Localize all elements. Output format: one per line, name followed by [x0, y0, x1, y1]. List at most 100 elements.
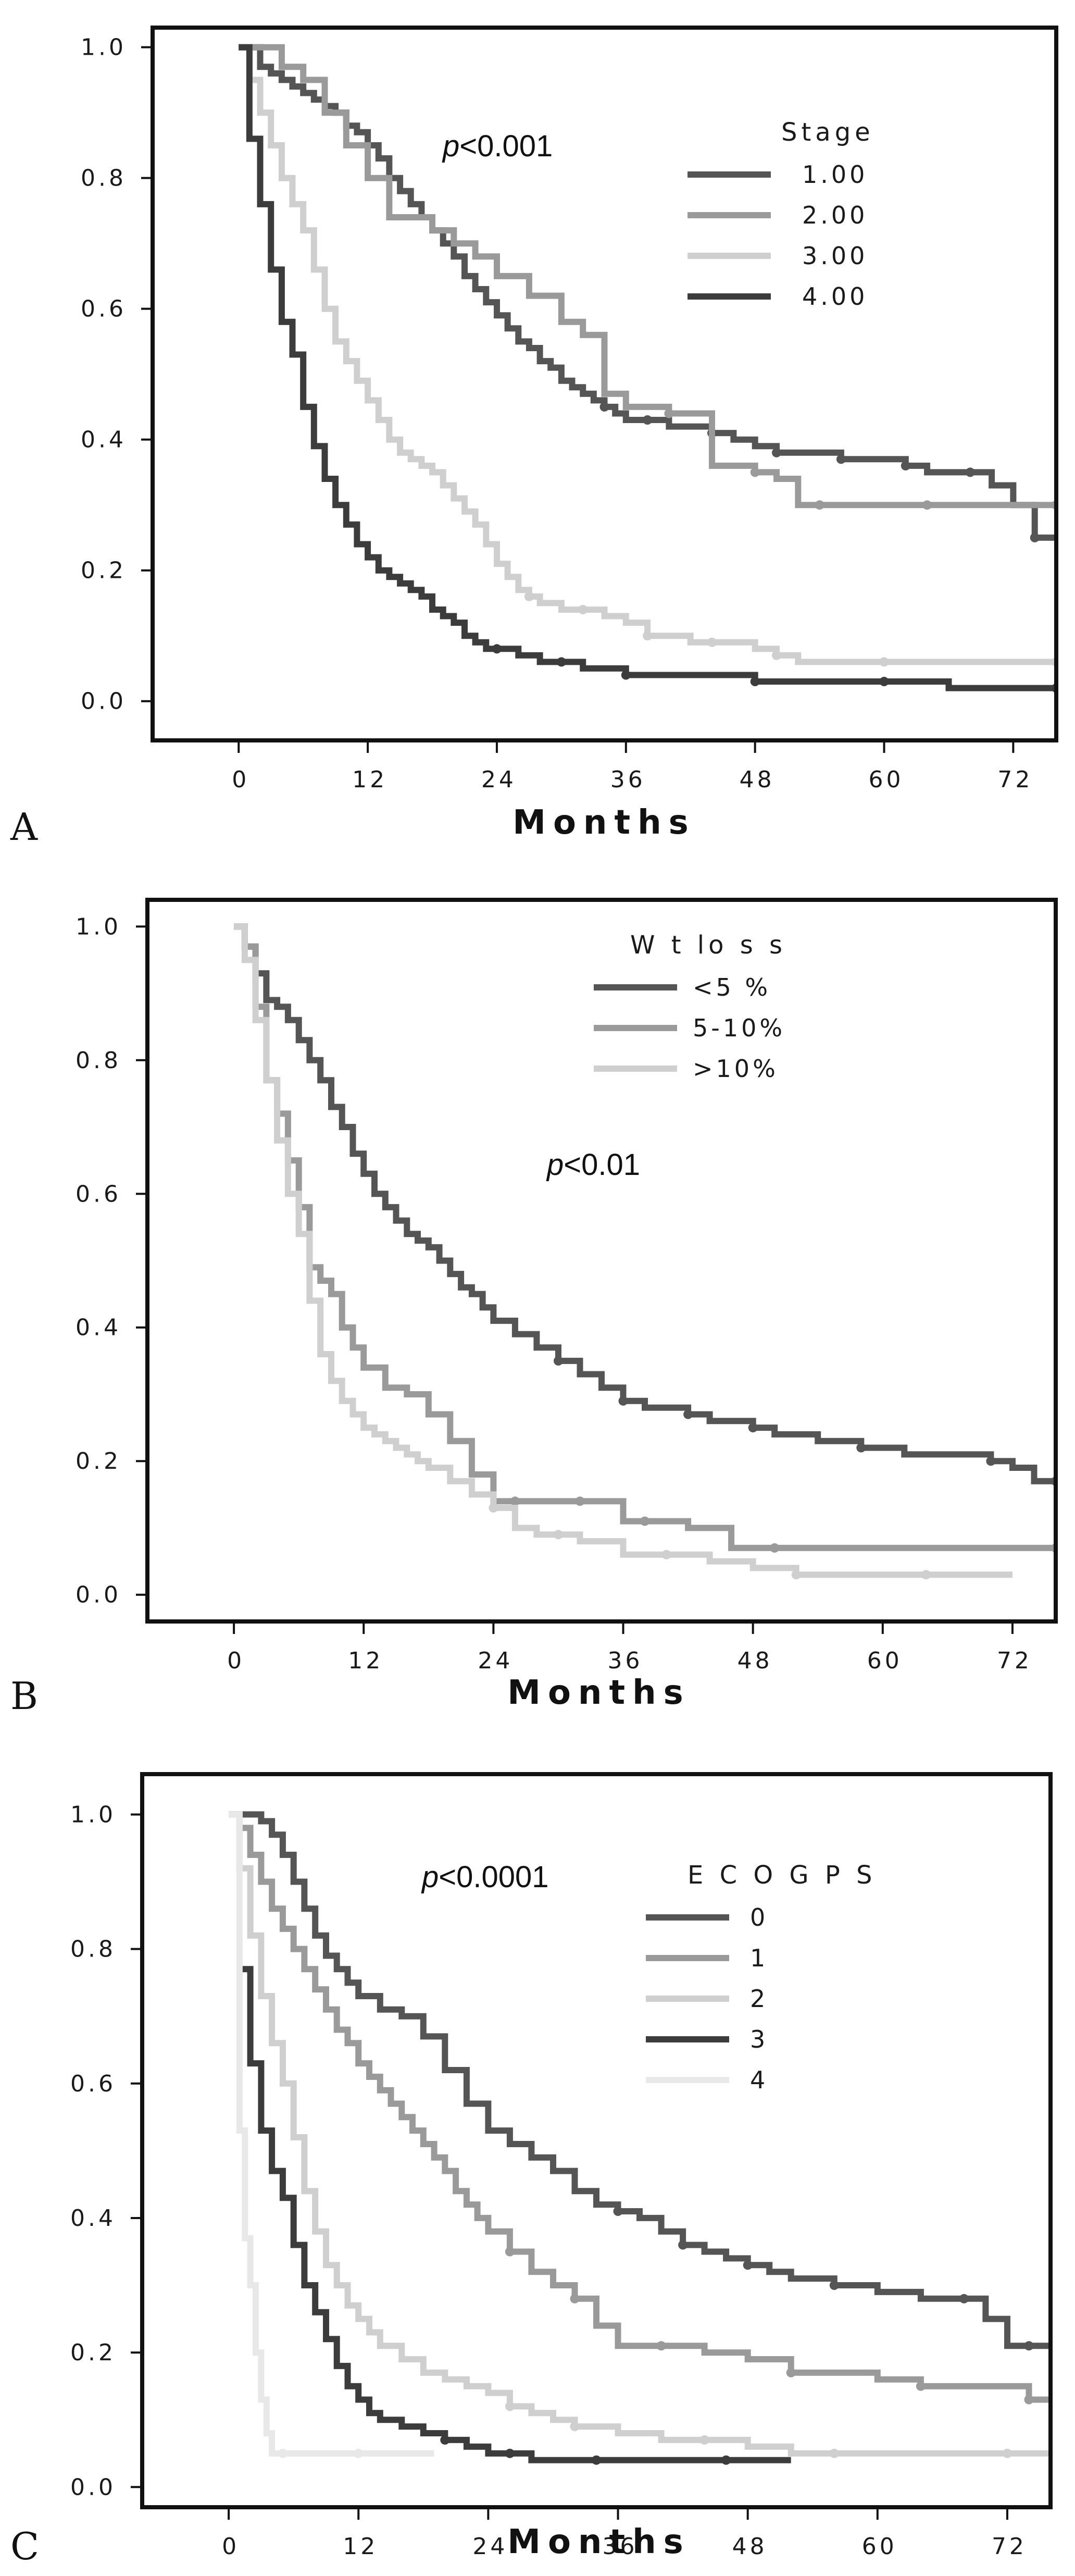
x-tick-label: 0 — [227, 1648, 245, 1674]
p-value-letter: p — [442, 129, 459, 163]
censor-mark — [921, 1570, 931, 1580]
censor-mark — [916, 2381, 926, 2391]
censor-mark — [815, 500, 824, 510]
legend-label: 4.00 — [802, 282, 868, 311]
x-tick-label: 0 — [222, 2533, 240, 2560]
censor-mark — [965, 467, 975, 477]
censor-mark — [570, 2422, 580, 2432]
censor-mark — [554, 1356, 563, 1366]
y-tick-label: 1.0 — [70, 1801, 116, 1828]
censor-mark — [661, 1550, 671, 1559]
y-tick-label: 0.4 — [76, 1315, 121, 1341]
x-tick-label: 24 — [478, 1648, 513, 1674]
series-line-2 — [234, 923, 1054, 1551]
censor-mark — [575, 1496, 585, 1506]
legend-label: 2 — [750, 1985, 768, 2013]
x-axis-label: Months — [507, 2523, 690, 2561]
censor-mark — [578, 605, 588, 614]
x-tick-label: 12 — [348, 1648, 383, 1674]
legend: W t lo s s <5 % 5-10% >10% — [594, 931, 786, 1083]
censor-mark — [1051, 1477, 1054, 1485]
y-tick-label: 1.0 — [76, 913, 121, 940]
legend: E C O G P S 0 1 2 3 4 — [646, 1861, 877, 2094]
censor-mark — [505, 2448, 515, 2458]
x-tick-label: 12 — [352, 766, 388, 793]
y-tick-label: 0.0 — [81, 688, 127, 715]
p-value: p<0.01 — [546, 1148, 640, 1182]
censor-mark — [856, 1443, 866, 1453]
censor-mark — [570, 2294, 580, 2303]
legend-title: W t lo s s — [630, 931, 786, 960]
series-line-5 — [229, 1811, 434, 2457]
censor-mark — [1052, 658, 1054, 666]
censor-mark — [1052, 501, 1054, 510]
p-value: p<0.0001 — [421, 1860, 549, 1894]
panel-letter: B — [10, 1674, 38, 1718]
series-line-2 — [239, 44, 1054, 509]
censor-mark — [621, 670, 631, 680]
y-tick-label: 0.6 — [70, 2071, 116, 2097]
x-tick-label: 36 — [603, 2533, 638, 2560]
censor-mark — [510, 1496, 520, 1506]
series-line-3 — [229, 1811, 1048, 2457]
y-tick-label: 0.4 — [70, 2205, 116, 2232]
censor-mark — [721, 2455, 731, 2465]
censor-mark — [678, 2240, 688, 2250]
censor-mark — [707, 637, 717, 647]
censor-mark — [959, 2294, 969, 2303]
censor-mark — [772, 650, 781, 660]
y-tick-label: 0.6 — [81, 296, 127, 323]
series-line-3 — [239, 44, 1054, 665]
censor-mark — [743, 2260, 753, 2270]
x-tick-label: 12 — [343, 2533, 378, 2560]
x-tick-label: 24 — [481, 766, 517, 793]
legend-label: 1.00 — [802, 160, 868, 189]
censor-mark — [683, 1409, 693, 1419]
censor-mark — [750, 677, 760, 686]
legend-label: 2.00 — [802, 201, 868, 229]
censor-mark — [829, 2281, 839, 2290]
censor-mark — [1052, 684, 1054, 692]
series-line-1 — [234, 923, 1054, 1484]
censor-mark — [750, 467, 760, 477]
censor-mark — [1024, 2341, 1034, 2351]
censor-mark — [786, 2368, 796, 2377]
censor-mark — [505, 2401, 515, 2411]
y-tick-label: 0.6 — [76, 1181, 121, 1207]
censor-mark — [613, 2207, 623, 2216]
censor-mark — [592, 2455, 601, 2465]
censor-mark — [618, 1396, 628, 1406]
x-axis-label: Months — [512, 803, 695, 842]
figure-panels: 0.00.20.40.60.81.00 12 24 36 48 60 72MonthsAp<… — [10, 26, 1058, 2568]
legend-label: 1 — [750, 1944, 768, 1972]
legend-title: Stage — [781, 118, 874, 147]
censor-mark — [829, 2448, 839, 2458]
p-value-text: <0.001 — [459, 129, 553, 163]
series-line-2 — [229, 1811, 1048, 2403]
panel-b: 0.00.20.40.60.81.00 12 24 36 48 60 72MonthsBp<… — [10, 898, 1058, 1718]
y-tick-label: 0.2 — [70, 2339, 116, 2366]
x-tick-label: 36 — [610, 766, 646, 793]
legend: Stage 1.00 2.00 3.00 4.00 — [688, 118, 874, 311]
series-group — [229, 1811, 1048, 2465]
series-line-3 — [234, 923, 1013, 1578]
series-group — [234, 923, 1054, 1580]
x-axis-label: Months — [507, 1674, 690, 1712]
censor-mark — [524, 591, 534, 601]
p-value: p<0.001 — [442, 129, 553, 163]
censor-mark — [656, 2341, 666, 2351]
censor-mark — [640, 1516, 649, 1526]
series-group — [239, 44, 1054, 692]
censor-mark — [879, 657, 889, 667]
x-tick-label: 48 — [740, 766, 775, 793]
legend-label: 5-10% — [693, 1014, 785, 1042]
y-tick-label: 0.2 — [81, 558, 127, 584]
censor-mark — [505, 2247, 515, 2257]
legend-label: 3.00 — [802, 242, 868, 270]
x-tick-label: 72 — [997, 766, 1033, 793]
censor-mark — [699, 2435, 709, 2445]
legend-title: E C O G P S — [688, 1861, 877, 1890]
p-value-text: <0.0001 — [439, 1860, 548, 1894]
x-tick-label: 60 — [862, 2533, 897, 2560]
